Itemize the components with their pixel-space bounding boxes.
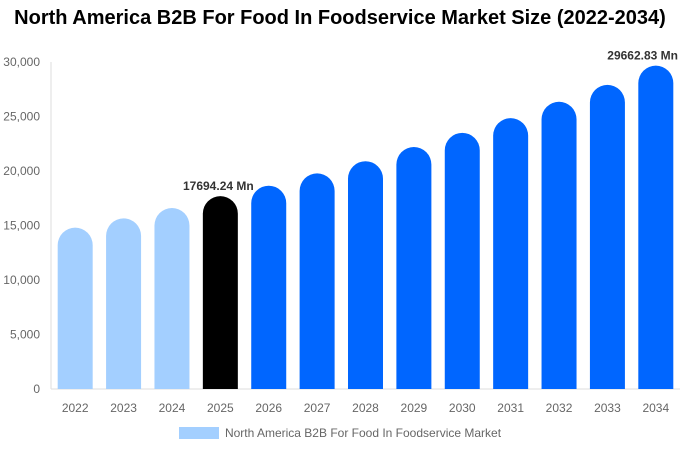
bar-2030: [444, 132, 480, 389]
x-tick-label: 2029: [401, 401, 428, 415]
y-tick-label: 15,000: [3, 219, 40, 233]
x-tick-label: 2031: [497, 401, 524, 415]
bar-2024: [154, 208, 190, 389]
bar-2027: [299, 173, 335, 389]
x-tick-label: 2026: [255, 401, 282, 415]
y-tick-label: 5,000: [10, 328, 40, 342]
x-tick-label: 2025: [207, 401, 234, 415]
x-tick-label: 2022: [62, 401, 89, 415]
bar-2032: [541, 101, 577, 389]
y-tick-label: 0: [33, 382, 40, 396]
y-tick-label: 25,000: [3, 110, 40, 124]
legend-swatch: [178, 427, 219, 439]
data-label-2025: 17694.24 Mn: [183, 179, 254, 193]
chart-title: North America B2B For Food In Foodservic…: [14, 7, 666, 29]
x-tick-label: 2027: [304, 401, 331, 415]
legend: North America B2B For Food In Foodservic…: [0, 426, 680, 440]
bar-2029: [396, 147, 432, 389]
x-tick-label: 2023: [110, 401, 137, 415]
x-tick-label: 2024: [159, 401, 186, 415]
bar-2023: [106, 218, 142, 389]
bar-2033: [589, 84, 625, 389]
x-tick-label: 2030: [449, 401, 476, 415]
bar-2025: [202, 196, 238, 389]
bar-2026: [251, 185, 287, 389]
y-tick-label: 10,000: [3, 273, 40, 287]
legend-label: North America B2B For Food In Foodservic…: [224, 426, 502, 440]
bar-2022: [57, 227, 93, 389]
bar-2034: [638, 65, 674, 389]
x-tick-label: 2033: [594, 401, 621, 415]
bar-2031: [493, 118, 529, 390]
x-tick-label: 2032: [546, 401, 573, 415]
y-tick-label: 20,000: [3, 164, 40, 178]
data-label-2034: 29662.83 Mn: [607, 49, 678, 63]
x-tick-label: 2028: [352, 401, 379, 415]
x-tick-label: 2034: [642, 401, 669, 415]
bar-2028: [348, 161, 383, 389]
y-tick-label: 30,000: [3, 55, 40, 69]
